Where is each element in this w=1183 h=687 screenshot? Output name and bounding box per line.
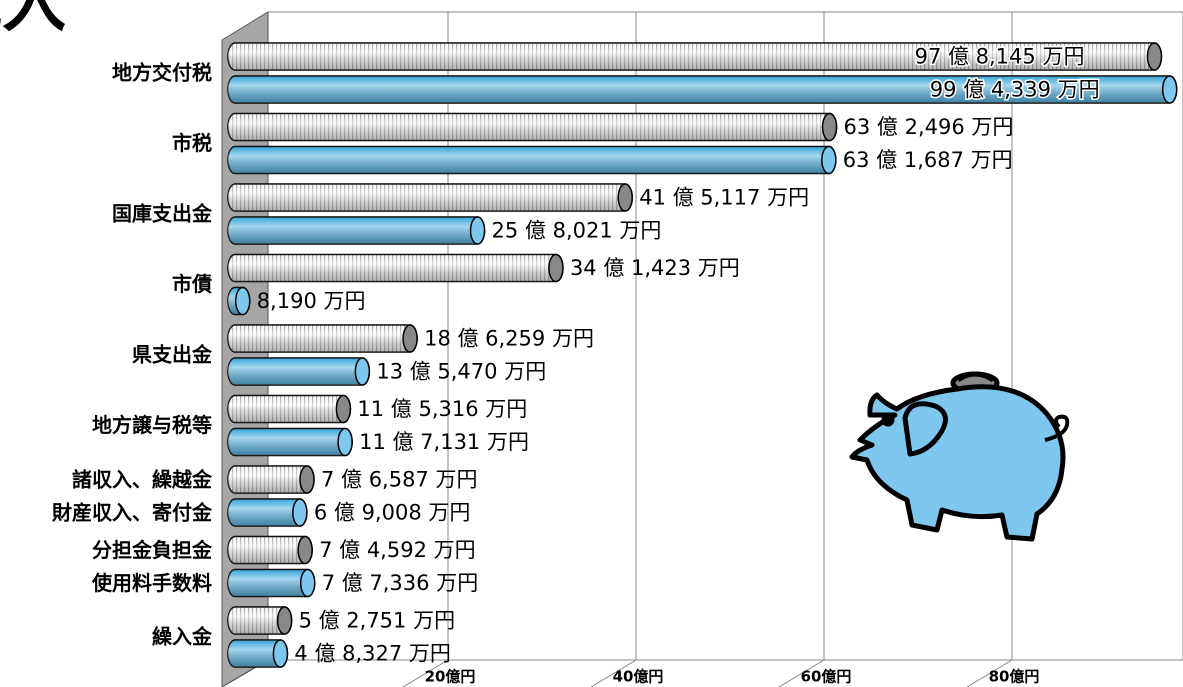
value-label: 6 億 9,008 万円 <box>314 501 471 525</box>
bar-shade <box>228 569 315 597</box>
value-label: 97 億 8,145 万円 <box>915 45 1085 69</box>
category-label: 繰入金 <box>152 625 213 649</box>
bar-shade <box>228 217 485 244</box>
value-label: 99 億 4,339 万円 <box>930 78 1100 102</box>
bar-cap <box>1161 75 1178 104</box>
bar-cap <box>299 568 316 598</box>
tick-mark <box>590 659 637 687</box>
bar-shade <box>228 607 292 634</box>
bar-shade <box>228 395 351 423</box>
x-tick-label: 20億円 <box>425 668 476 686</box>
tick-mark <box>778 659 825 687</box>
value-label: 7 億 7,336 万円 <box>322 571 479 595</box>
bar-shade <box>228 499 307 526</box>
pig-illustration <box>849 371 1070 542</box>
value-label: 11 億 5,316 万円 <box>357 397 527 421</box>
bar-shade <box>228 76 1177 103</box>
bar-cap <box>402 324 418 353</box>
bar-shade <box>228 146 836 174</box>
bar-shade <box>228 428 353 456</box>
category-label: 地方交付税 <box>112 61 212 85</box>
bar-cap <box>337 427 353 457</box>
value-label: 7 億 6,587 万円 <box>321 468 478 492</box>
category-label: 県支出金 <box>132 343 213 367</box>
category-label: 国庫支出金 <box>112 202 213 226</box>
bar-shade <box>228 113 837 141</box>
bar-cap <box>469 216 486 245</box>
bar-cap <box>297 535 313 565</box>
tick-mark <box>966 659 1013 687</box>
value-label: 25 億 8,021 万円 <box>492 219 662 243</box>
category-label: 諸収入、繰越金 <box>72 468 213 492</box>
value-label: 34 億 1,423 万円 <box>570 256 740 280</box>
category-label: 市税 <box>172 131 212 155</box>
x-tick-label: 60億円 <box>801 668 852 686</box>
plot: 20億円 40億円 60億円 80億円 地方交付税 97 億 8,145 万円 99 億 4… <box>52 12 1178 687</box>
value-label: 11 億 7,131 万円 <box>359 430 529 454</box>
category-label: 使用料手数料 <box>91 571 212 595</box>
x-tick-label: 40億円 <box>613 668 664 686</box>
bar-shade <box>228 466 314 493</box>
chart-title: 歳入 <box>0 0 66 42</box>
bar-cap <box>354 357 371 386</box>
bar-cap <box>548 253 564 283</box>
value-label: 63 億 2,496 万円 <box>844 115 1014 139</box>
category-label: 分担金負担金 <box>92 538 213 562</box>
tick-mark <box>402 659 449 687</box>
bar-shade <box>228 43 1162 70</box>
bar-cap <box>276 606 293 635</box>
value-label: 63 億 1,687 万円 <box>843 148 1013 172</box>
bar-shade <box>228 325 418 352</box>
value-label: 8,190 万円 <box>257 289 366 313</box>
category-label: 市債 <box>172 272 212 296</box>
bar-cap <box>292 498 308 527</box>
value-label: 7 億 4,592 万円 <box>319 538 476 562</box>
value-label: 18 億 6,259 万円 <box>424 327 594 351</box>
bar-shade <box>228 254 563 282</box>
bar-shade <box>228 358 370 385</box>
value-label: 13 億 5,470 万円 <box>376 360 546 384</box>
value-label: 5 億 2,751 万円 <box>299 609 456 633</box>
bar-cap <box>299 465 315 494</box>
category-label: 地方譲与税等 <box>92 413 212 437</box>
bar-cap <box>821 145 837 175</box>
category-label: 財産収入、寄付金 <box>52 501 213 525</box>
bar-shade <box>228 184 633 211</box>
bar-shade <box>228 640 288 667</box>
bar-shade <box>228 536 313 564</box>
value-label: 4 億 8,327 万円 <box>294 642 451 666</box>
bar-cap <box>234 286 251 316</box>
bar-cap <box>1146 42 1163 71</box>
bar-cap <box>617 183 633 212</box>
bar-cap <box>335 394 352 424</box>
x-tick-label: 80億円 <box>989 668 1040 686</box>
value-label: 41 億 5,117 万円 <box>639 186 809 210</box>
bar-cap <box>272 639 289 668</box>
bar-cap <box>821 112 838 142</box>
